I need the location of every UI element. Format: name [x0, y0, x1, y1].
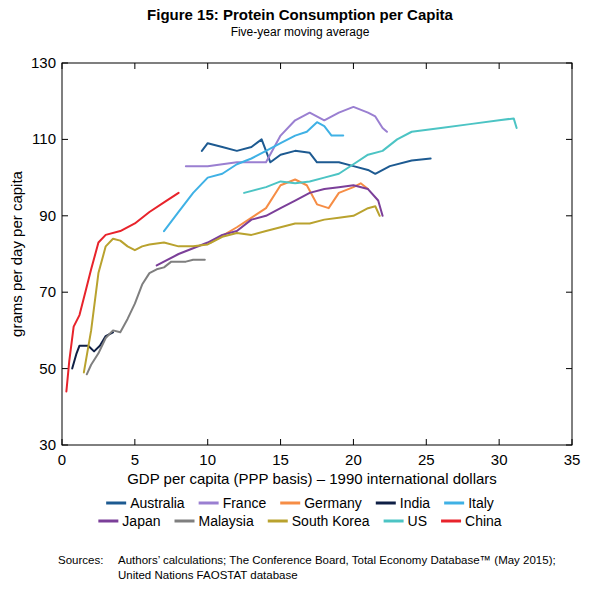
x-tick	[280, 439, 281, 445]
series-line	[87, 260, 205, 375]
legend-label: India	[400, 495, 431, 511]
series-line	[202, 139, 431, 173]
chart: Figure 15: Protein Consumption per Capit…	[0, 0, 600, 595]
series-line	[157, 185, 383, 265]
y-tick-label: 70	[39, 283, 56, 300]
x-tick-label: 5	[131, 451, 139, 468]
x-tick-top	[207, 63, 208, 69]
y-tick-right	[566, 292, 572, 293]
y-tick-label: 110	[32, 130, 56, 147]
x-tick	[353, 439, 354, 445]
series-line	[244, 118, 516, 192]
x-tick	[134, 439, 135, 445]
series-line	[66, 193, 178, 392]
y-tick	[62, 368, 68, 369]
y-tick	[62, 215, 68, 216]
x-tick-label: 20	[345, 451, 362, 468]
series-group	[66, 107, 516, 392]
y-tick-right	[566, 139, 572, 140]
x-tick-top	[572, 63, 573, 69]
x-tick	[207, 439, 208, 445]
x-tick-label: 30	[491, 451, 508, 468]
series-line	[186, 107, 387, 166]
y-tick	[62, 139, 68, 140]
y-tick-right	[566, 445, 572, 446]
legend-swatch	[106, 502, 126, 505]
legend-swatch	[98, 520, 118, 523]
y-tick-label: 90	[39, 207, 56, 224]
legend-swatch	[376, 502, 396, 505]
legend-label: China	[465, 513, 502, 529]
legend-label: Australia	[130, 495, 185, 511]
legend-label: Italy	[468, 495, 494, 511]
legend-swatch	[199, 502, 219, 505]
legend-label: South Korea	[292, 513, 370, 529]
legend-label: US	[408, 513, 427, 529]
x-tick	[572, 439, 573, 445]
legend-label: France	[223, 495, 267, 511]
y-tick	[62, 63, 68, 64]
legend-swatch	[280, 502, 300, 505]
y-tick-right	[566, 63, 572, 64]
x-tick-label: 35	[564, 451, 581, 468]
legend-row: Japan Malaysia South Korea US China	[98, 513, 501, 529]
legend-row: Australia France Germany India Italy	[106, 495, 494, 511]
y-tick-label: 30	[39, 436, 56, 453]
y-tick-label: 50	[39, 360, 56, 377]
legend-swatch	[384, 520, 404, 523]
x-tick-top	[280, 63, 281, 69]
y-tick	[62, 292, 68, 293]
series-line	[84, 206, 380, 372]
y-tick	[62, 445, 68, 446]
plot-frame	[62, 63, 572, 445]
x-axis-label: GDP per capita (PPP basis) – 1990 intern…	[127, 470, 497, 487]
x-tick	[499, 439, 500, 445]
series-line	[164, 122, 343, 231]
x-tick-top	[353, 63, 354, 69]
legend-swatch	[441, 520, 461, 523]
y-axis-label: grams per day per capita	[8, 170, 25, 337]
x-tick	[426, 439, 427, 445]
x-tick-top	[134, 63, 135, 69]
legend-swatch	[444, 502, 464, 505]
x-tick-top	[426, 63, 427, 69]
x-tick	[62, 439, 63, 445]
x-tick-label: 25	[418, 451, 435, 468]
subtitle: Five-year moving average	[231, 25, 370, 39]
sources-line: United Nations FAOSTAT database	[118, 569, 298, 581]
legend-label: Malaysia	[199, 513, 254, 529]
y-tick-right	[566, 368, 572, 369]
x-tick-label: 0	[58, 451, 66, 468]
sources-label: Sources:	[58, 554, 103, 566]
title: Figure 15: Protein Consumption per Capit…	[147, 6, 454, 23]
x-tick-top	[62, 63, 63, 69]
x-tick-top	[499, 63, 500, 69]
x-tick-label: 15	[272, 451, 289, 468]
legend-swatch	[175, 520, 195, 523]
y-tick-label: 130	[31, 54, 56, 71]
y-tick-right	[566, 215, 572, 216]
legend-swatch	[268, 520, 288, 523]
legend-label: Germany	[304, 495, 362, 511]
legend-label: Japan	[122, 513, 160, 529]
x-tick-label: 10	[199, 451, 216, 468]
sources-line: Authors’ calculations; The Conference Bo…	[118, 554, 556, 566]
